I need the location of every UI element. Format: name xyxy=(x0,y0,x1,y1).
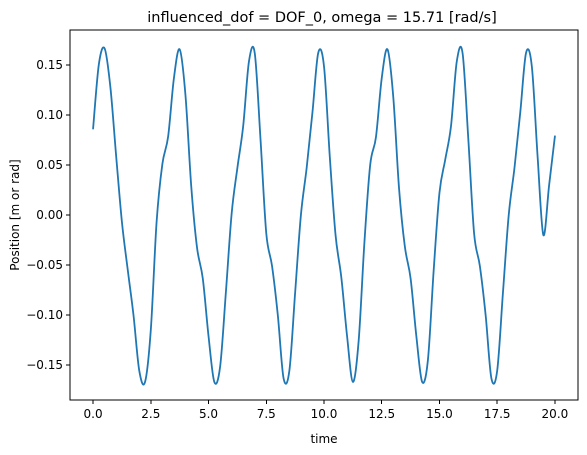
x-tick-label: 5.0 xyxy=(199,407,218,421)
y-tick-label: 0.15 xyxy=(36,58,63,72)
y-tick-label: 0.10 xyxy=(36,108,63,122)
y-tick-label: −0.15 xyxy=(26,358,63,372)
x-tick-label: 10.0 xyxy=(311,407,338,421)
axes-frame xyxy=(69,29,579,401)
series-line-0 xyxy=(92,45,556,386)
y-axis-label: Position [m or rad] xyxy=(8,159,22,270)
y-tick-label: 0.05 xyxy=(36,158,63,172)
chart-title: influenced_dof = DOF_0, omega = 15.71 [r… xyxy=(147,10,496,26)
x-axis-label: time xyxy=(310,432,337,446)
x-tick-label: 7.5 xyxy=(257,407,276,421)
x-tick-label: 20.0 xyxy=(542,407,569,421)
plot-area xyxy=(69,29,579,401)
y-tick-label: −0.05 xyxy=(26,258,63,272)
x-tick-label: 2.5 xyxy=(141,407,160,421)
x-axis: 0.0 2.5 5.0 7.5 10.0 12.5 15.0 17.5 20.0 xyxy=(84,400,569,421)
x-tick-label: 12.5 xyxy=(368,407,395,421)
y-tick-label: −0.10 xyxy=(26,308,63,322)
series-layer xyxy=(92,45,556,386)
y-axis: −0.15 −0.10 −0.05 0.00 0.05 0.10 0.15 xyxy=(26,58,70,372)
x-tick-label: 0.0 xyxy=(84,407,103,421)
x-tick-label: 17.5 xyxy=(484,407,511,421)
x-tick-label: 15.0 xyxy=(426,407,453,421)
y-tick-label: 0.00 xyxy=(36,208,63,222)
